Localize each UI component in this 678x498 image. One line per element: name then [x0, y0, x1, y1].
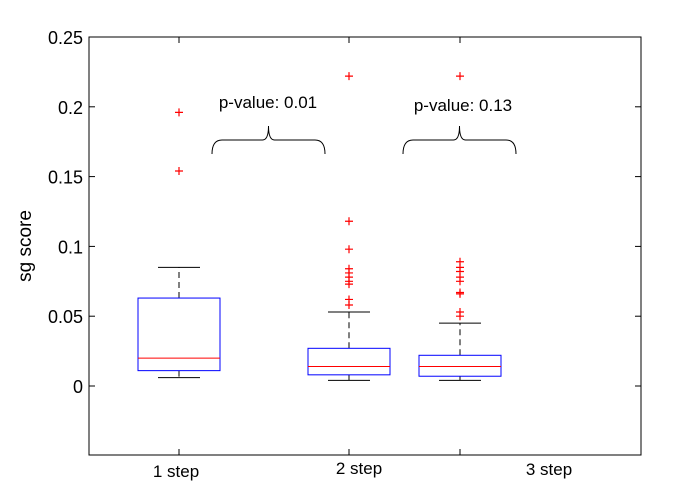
p-value-label: p-value: 0.01 — [219, 93, 317, 112]
plot-frame — [88, 36, 642, 456]
x-tick-label: 1 step — [153, 462, 199, 481]
outlier-point — [456, 308, 464, 317]
y-tick-label: 0.15 — [48, 168, 83, 188]
outlier-point — [345, 295, 353, 304]
box-group — [418, 72, 502, 381]
y-tick-label: 0.1 — [58, 237, 83, 257]
significance-brace — [402, 125, 517, 155]
x-tick-label: 2 step — [336, 459, 382, 478]
y-tick-label: 0.2 — [58, 98, 83, 118]
p-value-label: p-value: 0.13 — [414, 96, 512, 115]
box — [137, 297, 221, 372]
outlier-point — [175, 108, 183, 117]
outlier-point — [345, 264, 353, 273]
y-tick-label: 0.05 — [48, 307, 83, 327]
y-tick-label: 0.25 — [48, 28, 83, 48]
outlier-point — [345, 217, 353, 226]
x-tick-label: 3 step — [526, 460, 572, 479]
outlier-point — [345, 72, 353, 81]
outlier-point — [456, 288, 464, 297]
outlier-point — [345, 245, 353, 254]
y-axis-label: sg score — [15, 210, 36, 282]
significance-brace — [211, 125, 326, 155]
box — [418, 354, 502, 377]
box — [307, 347, 391, 376]
box-group — [307, 72, 391, 381]
y-tick-label: 0 — [73, 377, 83, 397]
outlier-point — [175, 167, 183, 176]
box-group — [137, 108, 221, 379]
outlier-point — [456, 72, 464, 81]
outlier-point — [456, 257, 464, 266]
